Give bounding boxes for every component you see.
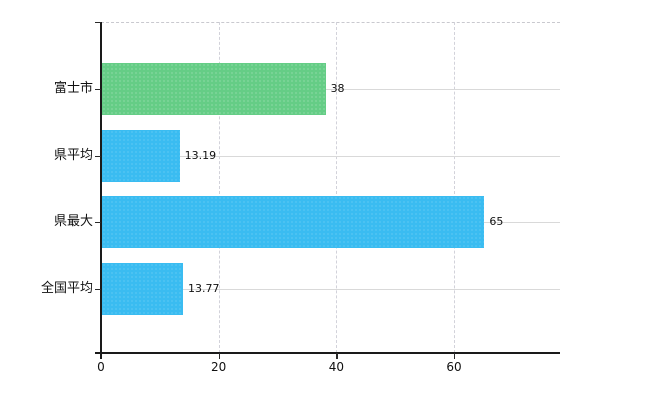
y-axis-tick <box>95 222 101 224</box>
x-tick-label: 60 <box>446 360 462 374</box>
y-axis-tick <box>95 288 101 290</box>
horizontal-gridline <box>101 155 560 157</box>
y-axis-line <box>100 22 102 359</box>
y-axis-tick <box>95 155 101 157</box>
x-tick-label: 40 <box>328 360 344 374</box>
vertical-gridline <box>218 22 220 353</box>
bar-県最大 <box>102 196 485 248</box>
category-label: 富士市 <box>53 81 93 96</box>
horizontal-gridline <box>101 288 560 290</box>
value-label: 65 <box>489 215 504 228</box>
x-tick-label: 20 <box>211 360 227 374</box>
x-axis-tick <box>218 353 220 359</box>
x-axis-tick <box>454 353 456 359</box>
value-label: 13.19 <box>184 148 217 162</box>
bar-県平均 <box>102 129 180 182</box>
plot-top-border <box>101 22 560 23</box>
x-tick-label: 0 <box>97 360 105 374</box>
y-axis-tick <box>95 89 101 91</box>
x-axis-tick <box>336 353 338 359</box>
y-axis-top-tick <box>95 22 101 24</box>
vertical-gridline <box>336 22 338 353</box>
category-label: 全国平均 <box>40 280 93 296</box>
value-label: 38 <box>330 82 345 95</box>
horizontal-gridline <box>101 89 560 90</box>
bar-富士市 <box>102 63 326 115</box>
value-label: 13.77 <box>188 281 220 295</box>
vertical-gridline <box>454 22 455 353</box>
category-label: 県平均 <box>53 147 93 163</box>
bar-全国平均 <box>102 262 183 315</box>
category-label: 県最大 <box>53 214 93 229</box>
x-axis-line <box>95 352 560 354</box>
